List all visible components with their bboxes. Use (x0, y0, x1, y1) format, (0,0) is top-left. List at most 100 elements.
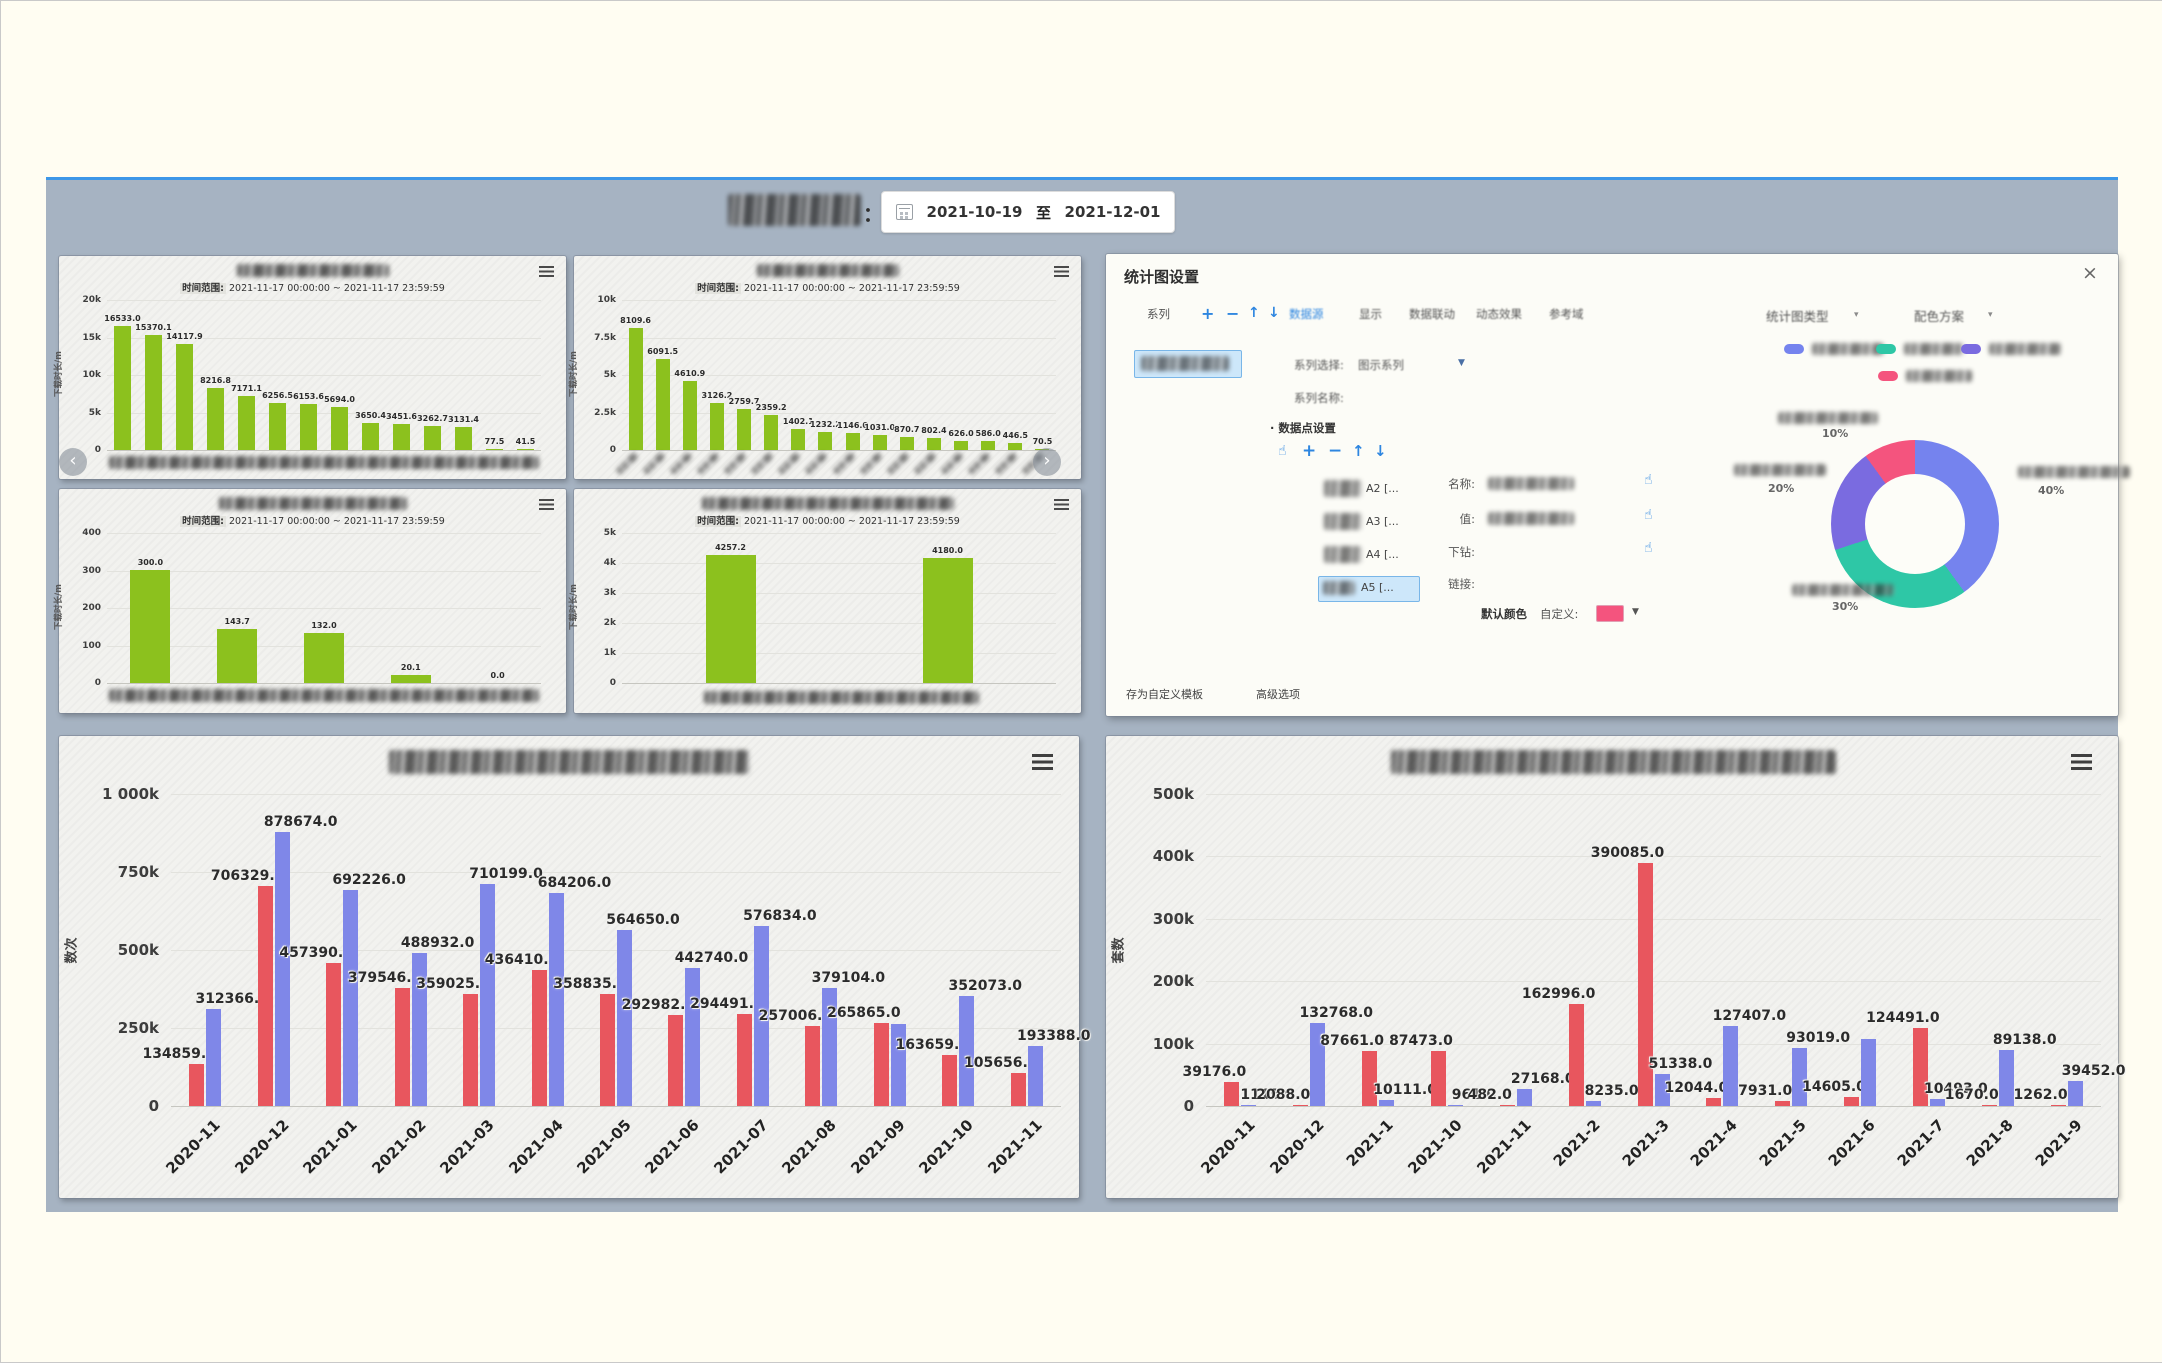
series-select-value[interactable]: 图示系列 (1358, 358, 1404, 372)
carousel-prev-button[interactable]: ‹ (59, 448, 87, 476)
bar-blue[interactable] (890, 1024, 906, 1106)
bar-green[interactable] (682, 381, 697, 450)
bar-blue[interactable] (548, 893, 564, 1106)
bar-blue[interactable] (617, 930, 632, 1106)
bar-blue[interactable] (959, 996, 975, 1106)
bar-red[interactable] (805, 1026, 821, 1106)
move-up-icon[interactable]: ↑ (1248, 305, 1260, 321)
bar-red[interactable] (463, 994, 479, 1106)
bar-green[interactable] (845, 433, 860, 450)
bar-blue[interactable] (685, 968, 701, 1106)
bar-red[interactable] (189, 1064, 205, 1106)
bar-green[interactable] (362, 423, 379, 450)
bar-blue[interactable] (1027, 1046, 1043, 1106)
carousel-next-button[interactable]: › (1033, 448, 1061, 476)
chart-menu-icon[interactable] (539, 499, 554, 510)
bar-green[interactable] (130, 570, 171, 683)
tab-data-source[interactable]: 数据源 (1289, 307, 1324, 321)
date-to-value[interactable]: 2021-12-01 (1064, 203, 1161, 221)
bar-green[interactable] (390, 675, 431, 683)
bar-red[interactable] (1430, 1051, 1446, 1106)
advanced-options-link[interactable]: 高级选项 (1256, 688, 1300, 701)
bar-green[interactable] (926, 438, 941, 450)
bar-blue[interactable] (1447, 1105, 1463, 1106)
bar-red[interactable] (394, 988, 410, 1106)
bar-green[interactable] (455, 427, 472, 450)
bar-green[interactable] (145, 335, 162, 450)
bar-green[interactable] (300, 404, 317, 450)
bar-green[interactable] (424, 426, 441, 450)
legend-swatch[interactable] (1876, 344, 1896, 354)
bar-green[interactable] (238, 396, 255, 450)
bar-blue[interactable] (1723, 1026, 1739, 1106)
bar-red[interactable] (873, 1023, 889, 1106)
bar-green[interactable] (486, 449, 503, 450)
bar-red[interactable] (1637, 863, 1653, 1106)
bar-blue[interactable] (343, 890, 359, 1106)
chevron-down-icon[interactable]: ▼ (1458, 358, 1465, 368)
bar-green[interactable] (331, 407, 348, 450)
hand-icon[interactable]: ☝ (1644, 507, 1653, 523)
tab-reference-area[interactable]: 参考域 (1549, 307, 1584, 321)
bar-green[interactable] (737, 409, 752, 450)
bar-green[interactable] (709, 403, 724, 450)
save-custom-template-link[interactable]: 存为自定义模板 (1126, 688, 1203, 701)
bar-blue[interactable] (1585, 1101, 1601, 1106)
bar-blue[interactable] (274, 832, 290, 1106)
remove-series-icon[interactable]: − (1226, 304, 1240, 323)
bar-red[interactable] (326, 963, 342, 1106)
bar-red[interactable] (1499, 1105, 1515, 1106)
bar-red[interactable] (257, 886, 273, 1106)
chart-menu-icon[interactable] (2071, 754, 2092, 770)
chevron-down-icon[interactable]: ▼ (1632, 607, 1639, 617)
bar-red[interactable] (942, 1055, 958, 1106)
bar-blue[interactable] (206, 1009, 222, 1106)
legend-swatch[interactable] (1784, 344, 1804, 354)
bar-green[interactable] (791, 429, 806, 450)
bar-red[interactable] (1981, 1105, 1997, 1106)
donut-chart-preview[interactable] (1831, 440, 1999, 608)
datapoint-down-icon[interactable]: ↓ (1374, 442, 1387, 460)
bar-green[interactable] (304, 633, 344, 683)
bar-green[interactable] (655, 359, 670, 450)
bar-red[interactable] (1568, 1004, 1584, 1106)
datapoint-item[interactable]: A3 [... (1366, 515, 1399, 528)
bar-blue[interactable] (2067, 1081, 2083, 1106)
bar-blue[interactable] (411, 953, 427, 1106)
color-swatch[interactable] (1596, 605, 1624, 622)
bar-green[interactable] (207, 388, 224, 450)
remove-datapoint-icon[interactable]: − (1328, 441, 1343, 461)
hand-icon[interactable]: ☝ (1644, 540, 1653, 556)
legend-swatch[interactable] (1878, 371, 1898, 381)
bar-green[interactable] (818, 432, 833, 450)
bar-blue[interactable] (1861, 1039, 1877, 1106)
date-from-value[interactable]: 2021-10-19 (926, 203, 1023, 221)
bar-red[interactable] (1293, 1105, 1309, 1106)
hand-icon[interactable]: ☝ (1644, 472, 1653, 488)
bar-green[interactable] (705, 555, 756, 683)
bar-green[interactable] (872, 435, 887, 450)
bar-green[interactable] (628, 328, 643, 450)
bar-red[interactable] (736, 1014, 752, 1106)
bar-blue[interactable] (1310, 1023, 1326, 1106)
bar-blue[interactable] (1792, 1048, 1808, 1106)
bar-red[interactable] (1912, 1028, 1928, 1106)
bar-green[interactable] (517, 449, 534, 450)
bar-red[interactable] (1775, 1101, 1791, 1106)
bar-green[interactable] (269, 403, 286, 450)
legend-swatch[interactable] (1961, 344, 1981, 354)
chart-menu-icon[interactable] (1032, 754, 1053, 770)
bar-red[interactable] (1010, 1073, 1026, 1106)
series-list-selected-item[interactable] (1134, 350, 1242, 378)
chevron-down-icon[interactable]: ▾ (1988, 310, 1993, 320)
bar-red[interactable] (531, 970, 547, 1106)
add-datapoint-icon[interactable]: + (1302, 441, 1317, 461)
bar-blue[interactable] (480, 884, 496, 1106)
bar-red[interactable] (600, 994, 615, 1106)
datapoint-item[interactable]: A2 [... (1366, 482, 1399, 495)
bar-red[interactable] (668, 1015, 684, 1106)
hand-icon[interactable]: ☝ (1278, 443, 1287, 459)
bar-red[interactable] (2050, 1105, 2066, 1106)
bar-blue[interactable] (1929, 1099, 1945, 1106)
bar-green[interactable] (176, 344, 193, 450)
